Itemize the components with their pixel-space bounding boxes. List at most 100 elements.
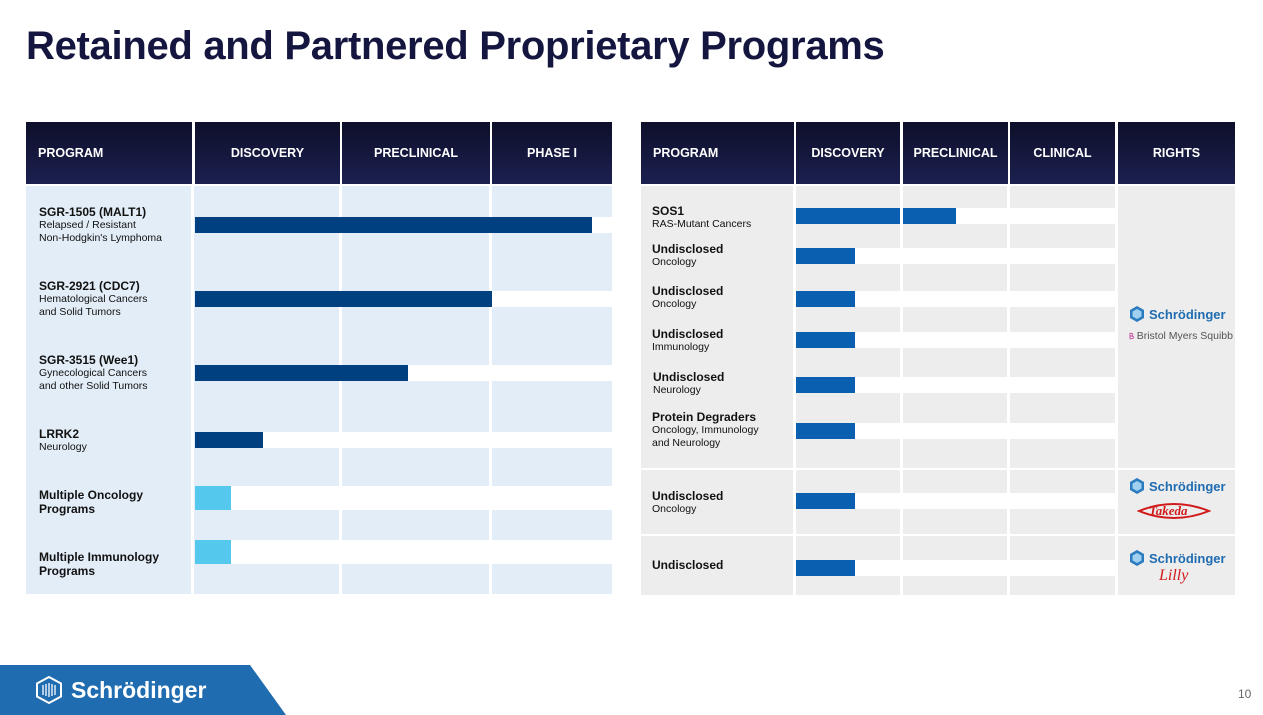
right-header-preclinical: PRECLINICAL <box>903 122 1008 184</box>
program-indication: Oncology, Immunology <box>652 424 759 436</box>
program-name: SOS1 <box>652 204 685 218</box>
right-row-label: Undisclosed Oncology <box>652 490 723 516</box>
schrodinger-mark-icon <box>36 676 62 704</box>
schrodinger-mark-icon <box>1130 550 1144 566</box>
right-pipeline-table: PROGRAM DISCOVERY PRECLINICAL CLINICAL R… <box>641 122 1235 595</box>
progress-bar <box>195 540 232 564</box>
progress-track <box>796 423 1115 439</box>
program-indication: Neurology <box>653 384 701 396</box>
left-col-preclinical <box>342 186 489 594</box>
right-row-label: Undisclosed Oncology <box>652 285 723 311</box>
program-name: LRRK2 <box>39 427 80 441</box>
progress-track <box>195 486 612 510</box>
left-row-label: SGR-2921 (CDC7) Hematological Cancers an… <box>39 280 148 319</box>
rights-company: Schrödinger <box>1149 306 1226 322</box>
program-indication: Immunology <box>652 341 710 353</box>
right-row-label: Protein Degraders Oncology, Immunology a… <box>652 411 759 450</box>
right-row-label: Undisclosed Immunology <box>652 328 723 354</box>
progress-track <box>195 432 612 448</box>
left-pipeline-table: PROGRAM DISCOVERY PRECLINICAL PHASE I SG… <box>26 122 612 594</box>
program-name: Protein Degraders <box>652 410 757 424</box>
progress-track <box>796 560 1115 576</box>
program-indication: Oncology <box>652 503 697 515</box>
program-indication: and other Solid Tumors <box>39 380 148 392</box>
progress-track <box>796 291 1115 307</box>
program-indication: and Neurology <box>652 437 721 449</box>
rights-company: Schrödinger <box>1149 478 1226 494</box>
takeda-logo: Takeda <box>1137 500 1211 522</box>
rights-company: Schrödinger <box>1149 550 1226 566</box>
program-indication: Oncology <box>652 256 697 268</box>
program-name: Multiple Oncology <box>39 488 143 502</box>
left-header-preclinical: PRECLINICAL <box>342 122 490 184</box>
right-header-rights: RIGHTS <box>1118 122 1235 184</box>
right-row-label: Undisclosed Neurology <box>653 371 724 397</box>
right-row-label: Undisclosed Oncology <box>652 243 723 269</box>
progress-bar <box>796 332 856 348</box>
progress-bar <box>796 291 856 307</box>
progress-bar <box>796 208 956 224</box>
rights-group: Schrödinger Takeda <box>1129 478 1233 522</box>
progress-bar <box>195 486 232 510</box>
bms-logo: Bristol Myers Squibb <box>1129 329 1233 343</box>
progress-track <box>796 332 1115 348</box>
footer-band <box>0 665 286 715</box>
rights-group: Schrödinger Bristol Myers Squibb <box>1129 306 1233 343</box>
progress-bar <box>796 377 856 393</box>
right-row-label: Undisclosed <box>652 559 723 572</box>
left-header-phase1: PHASE I <box>492 122 612 184</box>
bms-mark-icon <box>1129 332 1135 340</box>
left-col-phase1 <box>492 186 612 594</box>
page-number: 10 <box>1238 687 1252 701</box>
program-name-line2: Programs <box>39 502 96 516</box>
progress-track <box>195 540 612 564</box>
progress-bar <box>195 432 264 448</box>
right-col-program <box>641 186 793 468</box>
progress-track <box>796 493 1115 509</box>
takeda-swoosh-icon <box>1137 503 1211 519</box>
program-name: SGR-3515 (Wee1) <box>39 353 139 367</box>
progress-bar <box>796 560 856 576</box>
right-header-clinical: CLINICAL <box>1010 122 1115 184</box>
footer-logo: Schrödinger <box>35 676 206 704</box>
rights-group: Schrödinger Lilly <box>1129 550 1233 585</box>
left-row-label: Multiple Oncology Programs <box>39 488 143 516</box>
right-col-program <box>641 470 793 534</box>
right-col-program <box>641 536 793 595</box>
rights-partner: Lilly <box>1159 567 1189 584</box>
schrodinger-mark-icon <box>1130 478 1144 494</box>
program-indication: Gynecological Cancers <box>39 367 147 379</box>
right-col-discovery <box>796 186 900 468</box>
progress-bar <box>195 217 592 233</box>
program-indication: RAS-Mutant Cancers <box>652 218 752 230</box>
program-indication: and Solid Tumors <box>39 306 121 318</box>
program-indication: Non-Hodgkin's Lymphoma <box>39 232 163 244</box>
column-gap <box>900 208 903 224</box>
program-name: SGR-1505 (MALT1) <box>39 205 147 219</box>
left-row-label: LRRK2 Neurology <box>39 428 87 454</box>
program-name: Undisclosed <box>652 558 724 572</box>
right-col-preclinical <box>903 186 1007 468</box>
right-header-program: PROGRAM <box>641 122 794 184</box>
progress-bar <box>195 365 409 381</box>
left-row-label: SGR-3515 (Wee1) Gynecological Cancers an… <box>39 354 148 393</box>
progress-bar <box>195 291 492 307</box>
progress-track <box>796 248 1115 264</box>
left-row-label: SGR-1505 (MALT1) Relapsed / Resistant No… <box>39 206 162 245</box>
schrodinger-mark-icon <box>1130 306 1144 322</box>
program-name: Undisclosed <box>652 284 724 298</box>
right-row-label: SOS1 RAS-Mutant Cancers <box>652 205 751 231</box>
right-header-discovery: DISCOVERY <box>796 122 900 184</box>
program-indication: Oncology <box>652 298 697 310</box>
program-indication: Hematological Cancers <box>39 293 148 305</box>
program-name: Multiple Immunology <box>39 550 159 564</box>
progress-bar <box>796 423 856 439</box>
left-header-discovery: DISCOVERY <box>195 122 340 184</box>
program-indication: Neurology <box>39 441 87 453</box>
left-header-program: PROGRAM <box>26 122 192 184</box>
program-name-line2: Programs <box>39 564 96 578</box>
page-title: Retained and Partnered Proprietary Progr… <box>26 24 885 68</box>
right-col-clinical <box>1010 186 1115 468</box>
schrodinger-logo: Schrödinger <box>1129 478 1233 494</box>
schrodinger-logo: Schrödinger <box>1129 306 1233 322</box>
